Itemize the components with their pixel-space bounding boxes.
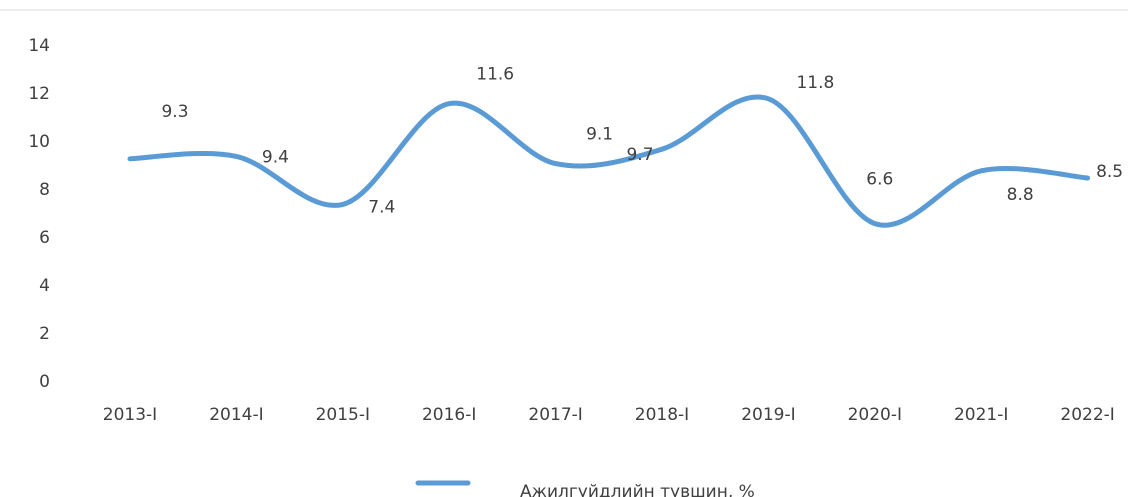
- x-tick-label: 2016-I: [422, 405, 476, 425]
- x-tick-label: 2013-I: [103, 405, 157, 425]
- y-tick-label: 10: [28, 132, 50, 152]
- y-tick-label: 8: [39, 180, 50, 200]
- data-label: 9.7: [626, 145, 653, 165]
- y-tick-label: 12: [28, 84, 50, 104]
- y-tick-label: 14: [28, 36, 50, 56]
- data-label: 8.5: [1096, 162, 1123, 182]
- data-label: 6.6: [866, 170, 893, 190]
- y-tick-label: 4: [39, 276, 50, 296]
- series-line: [127, 94, 1091, 228]
- x-tick-label: 2022-I: [1060, 405, 1114, 425]
- x-tick-label: 2021-I: [954, 405, 1008, 425]
- y-tick-label: 0: [39, 372, 50, 392]
- x-tick-label: 2015-I: [316, 405, 370, 425]
- data-label: 9.1: [586, 125, 613, 145]
- y-tick-label: 2: [39, 324, 50, 344]
- data-label: 7.4: [368, 197, 395, 217]
- x-tick-label: 2019-I: [741, 405, 795, 425]
- data-label: 8.8: [1007, 185, 1034, 205]
- data-label: 9.4: [262, 147, 289, 167]
- x-tick-label: 2020-I: [848, 405, 902, 425]
- x-tick-label: 2017-I: [528, 405, 582, 425]
- data-label: 11.6: [476, 65, 514, 85]
- data-label: 9.3: [161, 102, 188, 122]
- legend-label: Ажилгүйдлийн түвшин, %: [520, 482, 755, 497]
- y-tick-label: 6: [39, 228, 50, 248]
- data-label: 11.8: [796, 73, 834, 93]
- x-tick-label: 2018-I: [635, 405, 689, 425]
- x-tick-label: 2014-I: [209, 405, 263, 425]
